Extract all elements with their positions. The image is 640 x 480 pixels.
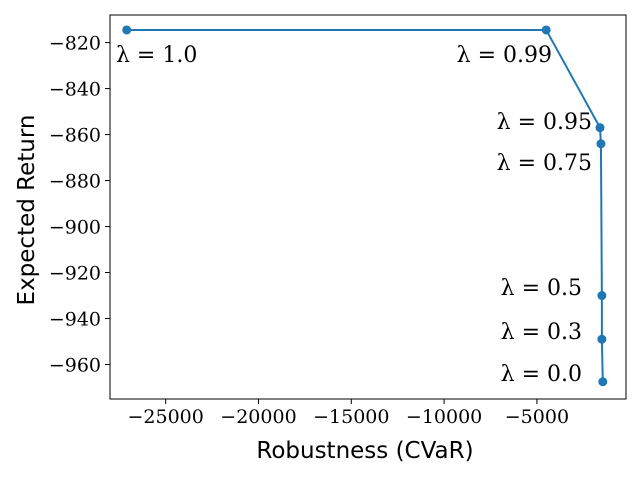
y-tick-label: −920 <box>49 263 101 285</box>
lambda-annotation: λ = 1.0 <box>116 43 197 68</box>
x-tick-label: −20000 <box>220 406 296 428</box>
lambda-annotation: λ = 0.75 <box>497 151 592 176</box>
y-tick-label: −900 <box>49 217 101 239</box>
x-tick-label: −5000 <box>505 406 569 428</box>
data-point <box>597 291 607 301</box>
plot-area <box>122 25 608 387</box>
x-axis-label: Robustness (CVaR) <box>256 438 473 464</box>
x-axis: −25000 −20000 −15000 −10000 −5000 <box>127 399 569 428</box>
y-tick-label: −820 <box>49 33 101 55</box>
x-tick-label: −25000 <box>127 406 203 428</box>
y-tick-label: −960 <box>49 355 101 377</box>
data-point <box>596 139 606 149</box>
lambda-annotation: λ = 0.5 <box>501 276 582 301</box>
x-tick-label: −15000 <box>313 406 389 428</box>
y-axis: −820 −840 −860 −880 −900 −920 −940 −960 <box>49 33 110 377</box>
lambda-annotation: λ = 0.0 <box>501 362 582 387</box>
y-tick-label: −840 <box>49 79 101 101</box>
data-point <box>122 25 132 35</box>
y-tick-label: −880 <box>49 171 101 193</box>
x-tick-label: −10000 <box>406 406 482 428</box>
lambda-annotation: λ = 0.99 <box>457 43 552 68</box>
plot-frame <box>109 14 627 400</box>
y-tick-label: −860 <box>49 125 101 147</box>
data-point <box>541 25 551 35</box>
data-point <box>598 377 608 387</box>
y-tick-label: −940 <box>49 309 101 331</box>
annotations: λ = 1.0 λ = 0.99 λ = 0.95 λ = 0.75 λ = 0.5 λ … <box>116 43 592 387</box>
data-point <box>595 123 605 133</box>
y-axis-label: Expected Return <box>14 115 40 306</box>
data-point <box>597 334 607 344</box>
lambda-annotation: λ = 0.3 <box>501 320 582 345</box>
lambda-annotation: λ = 0.95 <box>497 110 592 135</box>
